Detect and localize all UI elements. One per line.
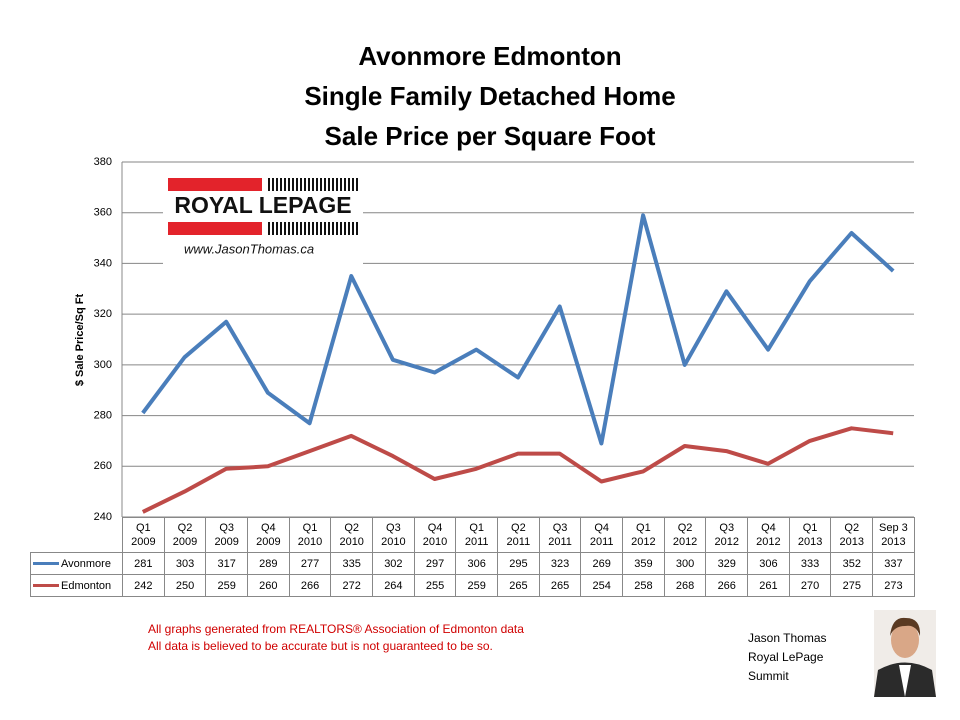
table-value: 323 — [538, 552, 582, 575]
x-tick-label: Q4 2011 — [580, 517, 624, 553]
table-value: 295 — [497, 552, 540, 575]
table-value: 306 — [455, 552, 499, 575]
logo-bar — [168, 178, 262, 191]
table-value: 259 — [455, 574, 499, 597]
x-tick-label: Q3 2011 — [538, 517, 582, 553]
logo-bar — [168, 222, 262, 235]
table-value: 260 — [247, 574, 290, 597]
table-value: 281 — [122, 552, 165, 575]
table-value: 329 — [705, 552, 749, 575]
table-value: 306 — [747, 552, 790, 575]
legend-swatch — [33, 584, 59, 588]
logo: ROYAL LEPAGE www.JasonThomas.ca — [163, 172, 363, 268]
y-tick-label: 340 — [94, 257, 112, 269]
x-tick-label: Q3 2009 — [205, 517, 249, 553]
legend-label: Edmonton — [61, 579, 112, 592]
table-value: 275 — [830, 574, 874, 597]
legend-entry: Edmonton — [30, 574, 123, 597]
y-tick-label: 360 — [94, 207, 112, 219]
series-line — [141, 426, 894, 514]
x-tick-label: Q2 2013 — [830, 517, 874, 553]
table-value: 333 — [788, 552, 832, 575]
table-value: 335 — [330, 552, 374, 575]
table-value: 261 — [747, 574, 790, 597]
table-value: 269 — [580, 552, 624, 575]
signature: Jason Thomas — [748, 631, 827, 645]
legend-label: Avonmore — [61, 557, 111, 570]
table-value: 254 — [580, 574, 624, 597]
x-tick-label: Q2 2010 — [330, 517, 374, 553]
table-value: 265 — [538, 574, 582, 597]
table-value: 273 — [872, 574, 915, 597]
table-value: 289 — [247, 552, 290, 575]
x-tick-label: Q1 2010 — [288, 517, 332, 553]
x-tick-label: Q4 2009 — [247, 517, 290, 553]
table-value: 277 — [288, 552, 332, 575]
chart-title: Avonmore Edmonton Single Family Detached… — [304, 41, 676, 151]
x-tick-label: Q2 2011 — [497, 517, 540, 553]
y-tick-label: 260 — [94, 460, 112, 472]
y-tick-label: 280 — [94, 409, 112, 421]
table-value: 265 — [497, 574, 540, 597]
logo-url: www.JasonThomas.ca — [184, 241, 314, 256]
table-value: 259 — [205, 574, 249, 597]
table-value: 255 — [413, 574, 457, 597]
table-value: 303 — [163, 552, 207, 575]
x-tick-label: Q1 2012 — [622, 517, 665, 553]
photo-hair — [890, 617, 921, 636]
signature: Summit — [748, 669, 789, 683]
x-tick-label: Q4 2012 — [747, 517, 790, 553]
x-tick-label: Q1 2013 — [788, 517, 832, 553]
logo-bar — [268, 178, 358, 191]
x-tick-label: Q4 2010 — [413, 517, 457, 553]
y-tick-label: 300 — [94, 359, 112, 371]
table-value: 258 — [622, 574, 665, 597]
table-value: 337 — [872, 552, 915, 575]
photo — [874, 610, 936, 697]
legend-swatch — [33, 562, 59, 566]
lines — [141, 213, 895, 514]
table-value: 270 — [788, 574, 832, 597]
x-tick-label: Sep 3 2013 — [872, 517, 915, 553]
note: All graphs generated from REALTORS® Asso… — [148, 622, 524, 636]
y-tick-label: 380 — [94, 156, 112, 168]
table-value: 272 — [330, 574, 374, 597]
photo-shirt — [899, 665, 911, 697]
x-tick-label: Q1 2009 — [122, 517, 165, 553]
table-value: 359 — [622, 552, 665, 575]
signature: Royal LePage — [748, 650, 824, 664]
table-value: 297 — [413, 552, 457, 575]
table-value: 266 — [288, 574, 332, 597]
x-tick-label: Q2 2009 — [163, 517, 207, 553]
logo-brand: ROYAL LEPAGE — [174, 192, 351, 218]
photo-face — [891, 622, 919, 658]
table-row: Avonmore 281 303 317 289 277 335 302 297 306 295 32… — [30, 552, 915, 575]
table-value: 352 — [830, 552, 874, 575]
table-value: 250 — [163, 574, 207, 597]
data-table: Q1 2009 Q2 2009 Q3 2009 Q4 2009 Q1 2010 Q2 20… — [30, 517, 915, 597]
legend-entry: Avonmore — [30, 552, 123, 575]
logo-bar — [268, 222, 358, 235]
table-row: Edmonton 242 250 259 260 266 272 264 255 259 265 26… — [30, 574, 915, 597]
table-value: 242 — [122, 574, 165, 597]
table-corner — [30, 517, 123, 553]
x-tick-label: Q2 2012 — [663, 517, 707, 553]
series-line — [141, 213, 895, 446]
y-axis-label: $ Sale Price/Sq Ft — [74, 294, 86, 387]
x-tick-label: Q3 2012 — [705, 517, 749, 553]
table-value: 264 — [372, 574, 415, 597]
y-tick-label: 320 — [94, 308, 112, 320]
table-value: 266 — [705, 574, 749, 597]
table-value: 268 — [663, 574, 707, 597]
table-value: 300 — [663, 552, 707, 575]
x-tick-label: Q3 2010 — [372, 517, 415, 553]
x-tick-label: Q1 2011 — [455, 517, 499, 553]
note: All data is believed to be accurate but … — [148, 639, 493, 653]
table-value: 302 — [372, 552, 415, 575]
table-value: 317 — [205, 552, 249, 575]
table-header: Q1 2009 Q2 2009 Q3 2009 Q4 2009 Q1 2010 Q2 20… — [30, 517, 915, 553]
